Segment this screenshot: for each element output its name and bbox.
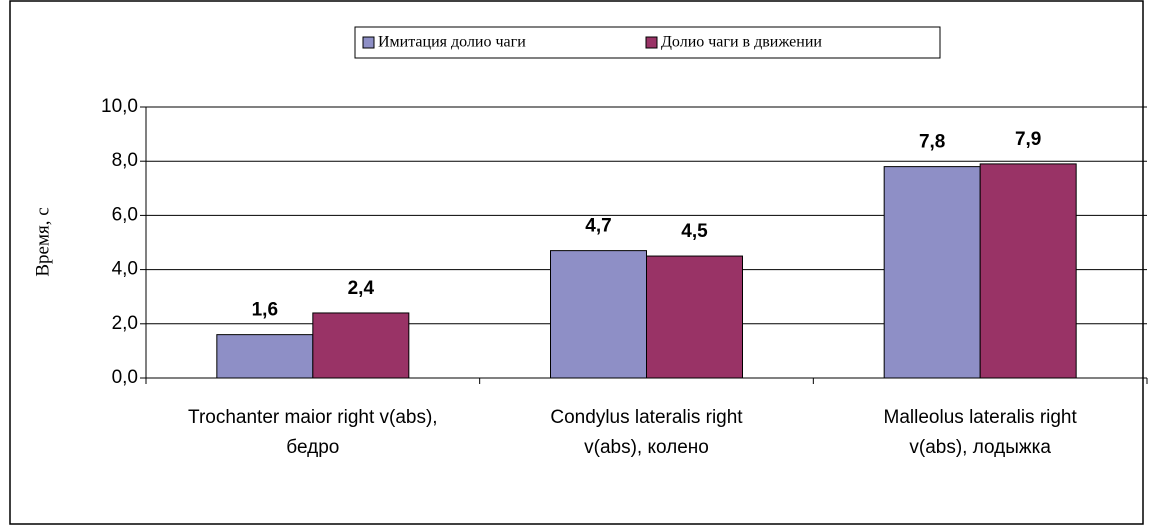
data-label: 1,6	[252, 300, 278, 321]
y-axis-label: Время, с	[32, 207, 53, 276]
legend-label: Имитация долио чаги	[378, 34, 526, 51]
bar	[883, 166, 981, 379]
x-tick-label: Malleolus lateralis right v(abs), лодыжка	[884, 407, 1078, 458]
x-tick-label: Condylus lateralis right v(abs), колено	[550, 407, 743, 458]
legend-swatch	[362, 36, 375, 49]
bar	[216, 334, 314, 379]
y-tick-label: 6,0	[112, 204, 138, 225]
legend-label: Долио чаги в движении	[661, 34, 822, 51]
data-label: 7,9	[1015, 129, 1041, 150]
data-label: 4,5	[681, 221, 708, 242]
bar	[979, 163, 1077, 379]
data-label: 7,8	[919, 132, 945, 153]
y-tick-label: 4,0	[112, 259, 138, 280]
x-tick-label: Trochanter maior right v(abs), бедро	[188, 407, 438, 458]
legend-swatch	[645, 36, 658, 49]
y-tick-label: 10,0	[101, 96, 138, 117]
y-tick-label: 8,0	[112, 150, 138, 171]
data-label: 4,7	[585, 216, 611, 237]
y-tick-label: 2,0	[112, 313, 138, 334]
bar	[312, 312, 410, 379]
bar	[550, 250, 647, 379]
bar	[646, 255, 743, 379]
y-tick-label: 0,0	[112, 367, 138, 388]
data-label: 2,4	[348, 278, 375, 299]
